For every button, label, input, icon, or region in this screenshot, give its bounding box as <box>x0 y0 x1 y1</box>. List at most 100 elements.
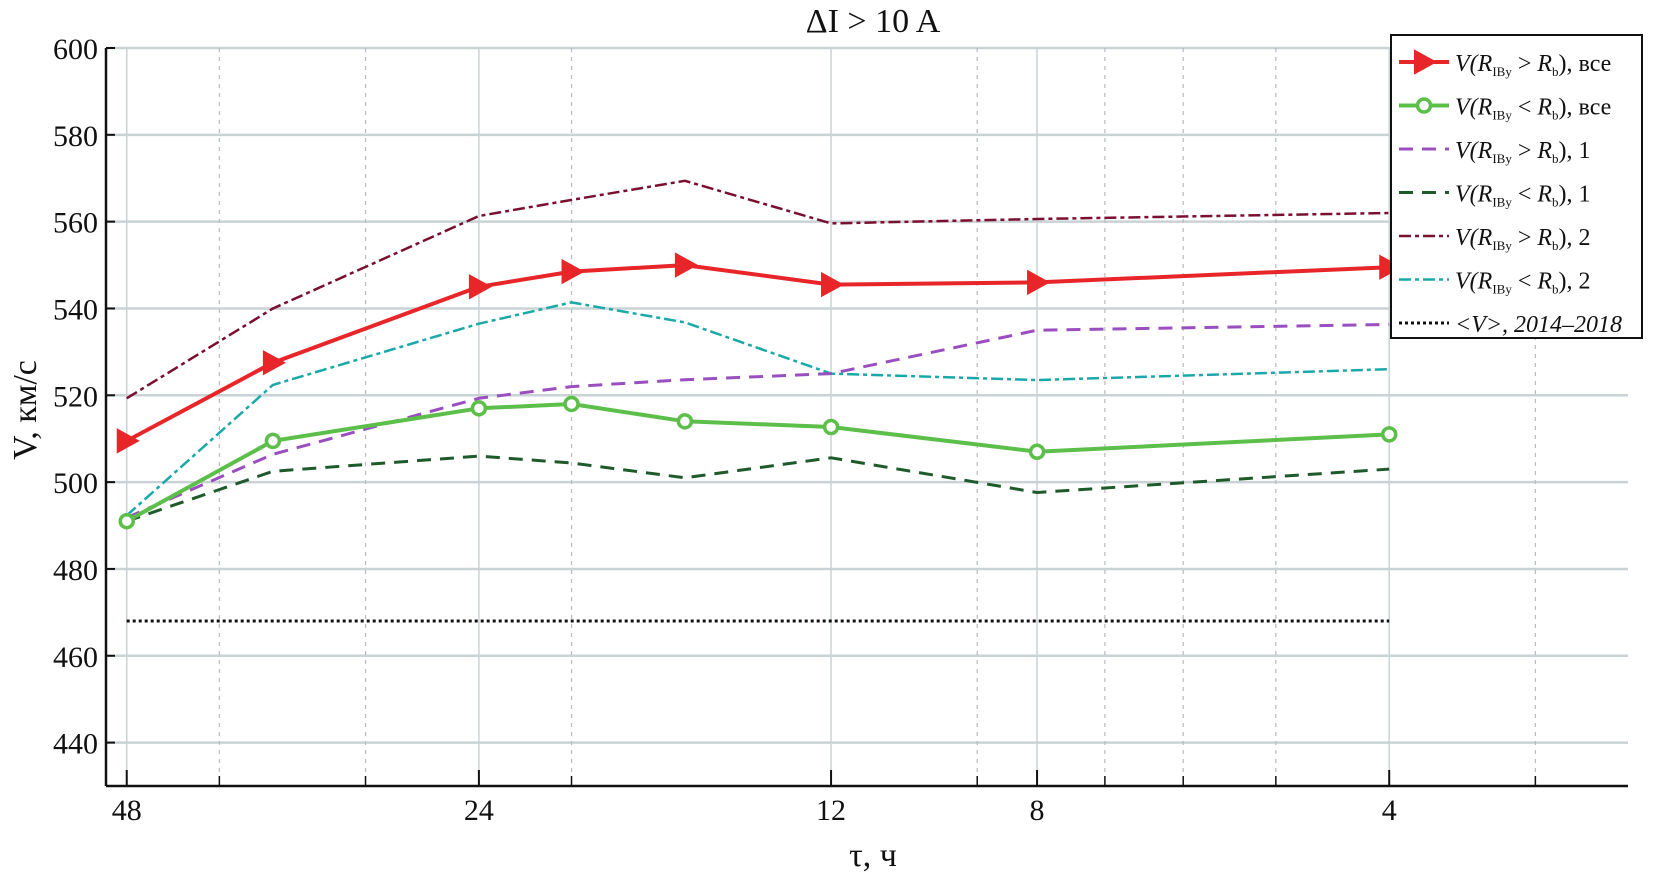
x-tick-label: 48 <box>112 794 142 827</box>
data-point <box>674 252 698 278</box>
legend-label: V(RIBy > Rb), 1 <box>1455 138 1591 166</box>
data-point <box>468 274 492 300</box>
legend-box <box>1390 34 1643 339</box>
series-2 <box>126 323 1390 520</box>
series-4 <box>126 179 1390 400</box>
y-tick-label: 440 <box>53 728 98 761</box>
series-line <box>125 263 1390 443</box>
legend-label-part: b <box>1552 64 1559 79</box>
legend-entry: V(RIBy > Rb), 2 <box>1399 225 1591 253</box>
y-tick-label: 480 <box>53 554 98 587</box>
legend-entry: <V>, 2014–2018 <box>1399 312 1622 338</box>
chart-title: ΔI > 10 A <box>806 3 941 40</box>
data-point <box>676 413 694 430</box>
y-tick-label: 460 <box>53 641 98 674</box>
x-tick-label: 8 <box>1030 794 1045 827</box>
series-group <box>116 179 1403 623</box>
series-line <box>125 402 1390 523</box>
data-point <box>1027 269 1051 296</box>
series-line <box>125 301 1390 517</box>
series-1 <box>118 395 1398 530</box>
series-3 <box>126 454 1390 523</box>
data-point <box>561 258 585 285</box>
legend-label-part: V( <box>1455 138 1480 164</box>
ticks: 440 460 480 500 520 540 560 580 600 48 24 12 8 4 <box>53 33 1537 827</box>
y-tick-label: 500 <box>53 467 98 500</box>
legend-label-part: ), 1 <box>1559 182 1591 208</box>
legend-label-part: V( <box>1455 269 1480 295</box>
legend-label-part: R <box>1536 269 1552 295</box>
legend-label-part: R <box>1536 225 1552 251</box>
data-point <box>822 418 840 436</box>
legend-label-part: V( <box>1455 95 1480 121</box>
legend-label: V(RIBy < Rb), 2 <box>1455 269 1591 297</box>
legend-entry: V(RIBy < Rb), 2 <box>1399 269 1591 297</box>
data-point <box>821 271 845 298</box>
legend-entry: V(RIBy > Rb), 1 <box>1399 138 1591 166</box>
legend-label-part: b <box>1552 282 1559 297</box>
legend-label-part: IBy <box>1492 151 1512 166</box>
legend-label-part: R <box>1477 182 1493 208</box>
legend-entry: V(RIBy > Rb), все <box>1399 49 1611 79</box>
legend-label-part: R <box>1477 51 1493 77</box>
legend-label-part: ), все <box>1559 51 1612 77</box>
legend-marker <box>1414 49 1438 75</box>
x-tick-label: 24 <box>464 794 494 827</box>
data-point <box>262 350 286 376</box>
legend-label-part: IBy <box>1492 195 1512 210</box>
series-5 <box>125 301 1390 517</box>
legend-entry: V(RIBy < Rb), все <box>1399 95 1611 123</box>
data-point <box>264 432 282 450</box>
legend-label-part: R <box>1536 51 1552 77</box>
legend-label-part: <V>, 2014–2018 <box>1455 312 1622 338</box>
legend-label-part: R <box>1477 269 1493 295</box>
legend-label-part: IBy <box>1492 282 1512 297</box>
series-line <box>126 179 1390 400</box>
legend-label: <V>, 2014–2018 <box>1455 312 1622 338</box>
y-tick-label: 560 <box>53 207 98 240</box>
legend-label: V(RIBy > Rb), 2 <box>1455 225 1591 253</box>
data-point <box>118 512 135 530</box>
legend-label-part: < <box>1512 95 1538 121</box>
x-tick-label: 4 <box>1382 794 1397 827</box>
legend-label-part: IBy <box>1492 64 1512 79</box>
legend-label-part: ), 2 <box>1559 269 1591 295</box>
legend-label-part: ), 2 <box>1559 225 1591 251</box>
y-tick-label: 600 <box>53 33 98 66</box>
legend-label-part: b <box>1552 108 1559 123</box>
data-point <box>1028 443 1046 460</box>
legend-label-part: R <box>1536 95 1552 121</box>
y-tick-label: 580 <box>53 120 98 153</box>
series-line <box>126 454 1390 523</box>
legend-label-part: R <box>1536 182 1552 208</box>
data-point <box>563 395 580 413</box>
legend-label-part: b <box>1552 151 1559 166</box>
legend-label-part: R <box>1477 225 1493 251</box>
legend-label-part: ), все <box>1559 95 1612 121</box>
legend-label-part: < <box>1512 269 1538 295</box>
series-line <box>126 323 1390 520</box>
legend-marker <box>1415 97 1433 114</box>
legend-entry: V(RIBy < Rb), 1 <box>1399 182 1591 210</box>
legend-label-part: b <box>1552 195 1559 210</box>
y-tick-label: 540 <box>53 293 98 326</box>
legend-label-part: IBy <box>1492 108 1512 123</box>
legend-label-part: b <box>1552 238 1559 253</box>
legend-label-part: V( <box>1455 51 1480 77</box>
legend-label-part: V( <box>1455 225 1480 251</box>
legend-label-part: R <box>1536 138 1552 164</box>
x-tick-label: 12 <box>816 794 846 827</box>
legend-label-part: R <box>1477 138 1493 164</box>
legend-label: V(RIBy < Rb), 1 <box>1455 182 1591 210</box>
legend-label-part: > <box>1512 225 1538 251</box>
legend-label-part: ), 1 <box>1559 138 1591 164</box>
legend-label-part: > <box>1512 138 1538 164</box>
legend-label-part: > <box>1512 51 1538 77</box>
y-axis-label: V, км/с <box>7 360 44 460</box>
data-point <box>470 400 488 417</box>
legend-label: V(RIBy > Rb), все <box>1455 51 1611 79</box>
y-tick-label: 520 <box>53 380 98 413</box>
legend-label-part: R <box>1477 95 1493 121</box>
legend-label-part: IBy <box>1492 238 1512 253</box>
